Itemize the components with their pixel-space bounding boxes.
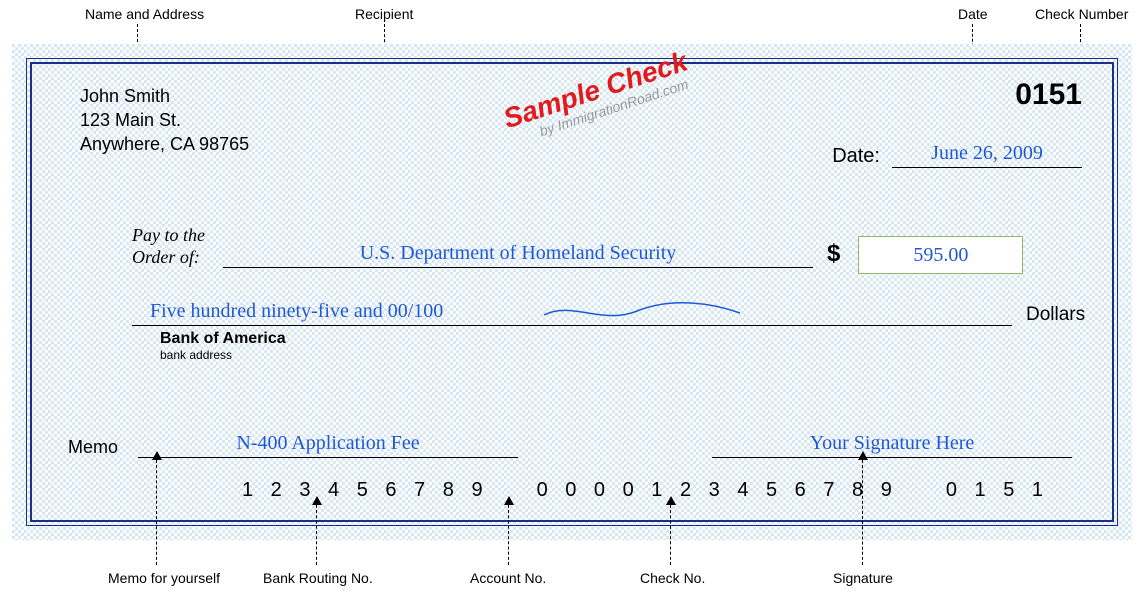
squiggle-icon xyxy=(542,299,742,323)
bank-block: Bank of America bank address xyxy=(160,330,286,362)
date-row: Date: June 26, 2009 xyxy=(832,142,1082,168)
pay-to-recipient: U.S. Department of Homeland Security xyxy=(223,242,813,268)
signature-value: Your Signature Here xyxy=(712,432,1072,458)
arrow-account xyxy=(508,505,509,565)
amount-box: 595.00 xyxy=(858,236,1023,274)
callout-checkno-bot: Check No. xyxy=(640,570,705,586)
amount-words-row: Five hundred ninety-five and 00/100 Doll… xyxy=(132,300,1085,326)
memo-label: Memo xyxy=(68,437,118,458)
payer-city-line: Anywhere, CA 98765 xyxy=(80,132,249,156)
payer-street: 123 Main St. xyxy=(80,108,249,132)
dollars-label: Dollars xyxy=(1026,304,1085,326)
callout-check-number: Check Number xyxy=(1035,6,1128,22)
arrowhead-icon xyxy=(312,496,322,505)
signature-row: Your Signature Here xyxy=(712,432,1072,458)
callout-name-address: Name and Address xyxy=(85,6,204,22)
payer-block: John Smith 123 Main St. Anywhere, CA 987… xyxy=(80,84,249,156)
arrowhead-icon xyxy=(666,496,676,505)
callout-recipient: Recipient xyxy=(355,6,413,22)
micr-checkno: 0 1 5 1 xyxy=(946,479,1049,502)
micr-routing: 1 2 3 4 5 6 7 8 9 xyxy=(242,479,489,502)
arrow-checkno-bot xyxy=(670,505,671,565)
check-number: 0151 xyxy=(1015,78,1082,112)
amount-words: Five hundred ninety-five and 00/100 xyxy=(132,300,1012,326)
micr-account: 0 0 0 0 1 2 3 4 5 6 7 8 9 xyxy=(537,479,898,502)
arrowhead-icon xyxy=(504,496,514,505)
callout-account: Account No. xyxy=(470,570,546,586)
arrow-routing xyxy=(316,505,317,565)
callout-routing: Bank Routing No. xyxy=(263,570,373,586)
memo-row: Memo N-400 Application Fee xyxy=(68,432,518,458)
date-value: June 26, 2009 xyxy=(892,142,1082,168)
arrow-signature xyxy=(862,460,863,565)
sample-stamp: Sample Check by ImmigrationRoad.com xyxy=(500,46,696,149)
date-label: Date: xyxy=(832,145,880,168)
pay-to-label-1: Pay to the xyxy=(132,224,205,246)
pay-to-label: Pay to the Order of: xyxy=(132,224,205,268)
bank-address: bank address xyxy=(160,348,286,362)
check-border: John Smith 123 Main St. Anywhere, CA 987… xyxy=(30,62,1114,522)
pay-to-label-2: Order of: xyxy=(132,246,205,268)
payer-name: John Smith xyxy=(80,84,249,108)
micr-row: 1 2 3 4 5 6 7 8 9 0 0 0 0 1 2 3 4 5 6 7 … xyxy=(242,479,1049,502)
dollar-sign: $ xyxy=(827,240,840,268)
amount-words-text: Five hundred ninety-five and 00/100 xyxy=(150,300,443,322)
callout-signature: Signature xyxy=(833,570,893,586)
arrowhead-icon xyxy=(858,451,868,460)
arrowhead-icon xyxy=(152,451,162,460)
arrow-memo-self xyxy=(156,460,157,565)
pay-to-row: Pay to the Order of: U.S. Department of … xyxy=(132,224,1023,268)
callout-date: Date xyxy=(958,6,988,22)
memo-value: N-400 Application Fee xyxy=(138,432,518,458)
callout-memo-self: Memo for yourself xyxy=(108,570,220,586)
check-outer: John Smith 123 Main St. Anywhere, CA 987… xyxy=(12,44,1132,540)
bank-name: Bank of America xyxy=(160,330,286,348)
